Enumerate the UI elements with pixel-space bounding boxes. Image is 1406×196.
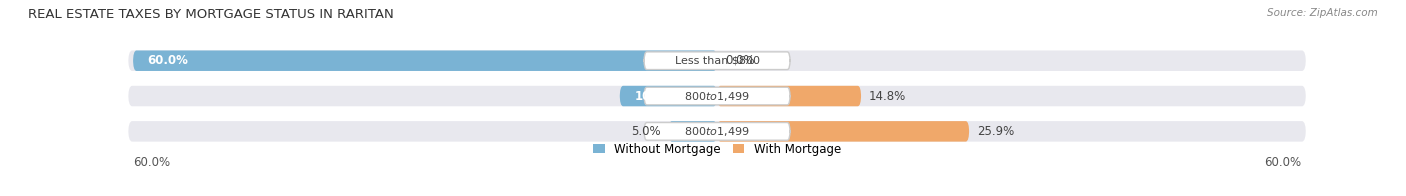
Text: $800 to $1,499: $800 to $1,499 [685, 90, 749, 103]
Text: Less than $800: Less than $800 [675, 56, 759, 66]
FancyBboxPatch shape [644, 122, 790, 140]
Text: 25.9%: 25.9% [977, 125, 1014, 138]
FancyBboxPatch shape [128, 121, 1306, 142]
FancyBboxPatch shape [644, 52, 790, 70]
Text: 0.0%: 0.0% [725, 54, 755, 67]
Text: $800 to $1,499: $800 to $1,499 [685, 125, 749, 138]
FancyBboxPatch shape [644, 87, 790, 105]
Text: Source: ZipAtlas.com: Source: ZipAtlas.com [1267, 8, 1378, 18]
Text: 60.0%: 60.0% [134, 156, 170, 169]
Text: 14.8%: 14.8% [869, 90, 905, 103]
Text: REAL ESTATE TAXES BY MORTGAGE STATUS IN RARITAN: REAL ESTATE TAXES BY MORTGAGE STATUS IN … [28, 8, 394, 21]
Text: 60.0%: 60.0% [1264, 156, 1301, 169]
FancyBboxPatch shape [128, 86, 1306, 106]
Text: 60.0%: 60.0% [148, 54, 188, 67]
FancyBboxPatch shape [134, 51, 717, 71]
Text: 5.0%: 5.0% [631, 125, 661, 138]
FancyBboxPatch shape [668, 121, 717, 142]
Legend: Without Mortgage, With Mortgage: Without Mortgage, With Mortgage [588, 138, 846, 161]
FancyBboxPatch shape [717, 86, 860, 106]
FancyBboxPatch shape [620, 86, 717, 106]
FancyBboxPatch shape [128, 51, 1306, 71]
Text: 10.0%: 10.0% [634, 90, 675, 103]
FancyBboxPatch shape [717, 121, 969, 142]
